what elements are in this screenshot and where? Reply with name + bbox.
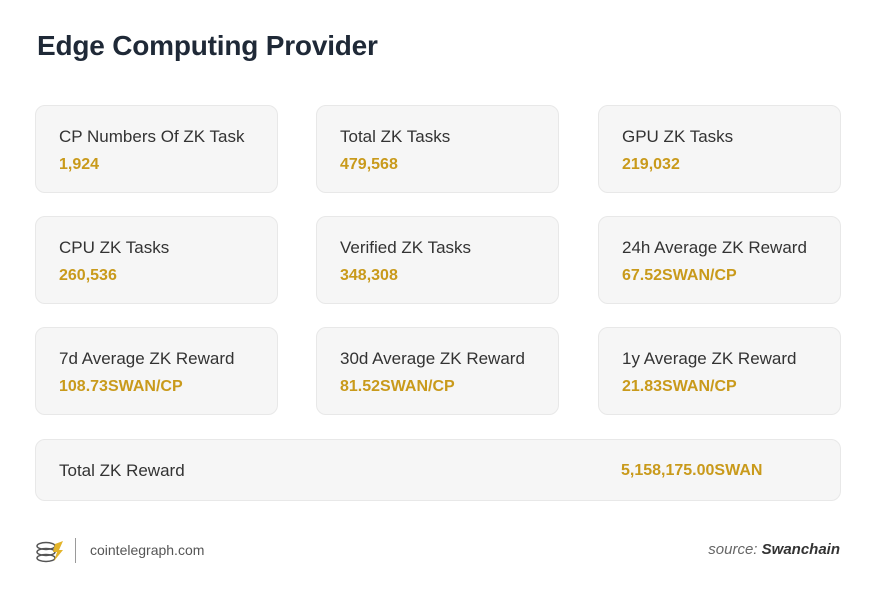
- stat-value: 348,308: [340, 267, 398, 284]
- stat-card-7d-reward: 7d Average ZK Reward 108.73SWAN/CP: [35, 327, 278, 415]
- stat-label: CPU ZK Tasks: [59, 238, 170, 257]
- stat-value: 21.83SWAN/CP: [622, 378, 737, 395]
- stat-value: 108.73SWAN/CP: [59, 378, 183, 395]
- stat-value: 81.52SWAN/CP: [340, 378, 455, 395]
- stat-value: 479,568: [340, 156, 398, 173]
- stat-label: 24h Average ZK Reward: [622, 238, 807, 257]
- total-reward-card: Total ZK Reward 5,158,175.00SWAN: [35, 439, 841, 501]
- footer-site[interactable]: cointelegraph.com: [90, 542, 205, 558]
- stat-value: 260,536: [59, 267, 117, 284]
- stat-card-24h-reward: 24h Average ZK Reward 67.52SWAN/CP: [598, 216, 841, 304]
- total-reward-label: Total ZK Reward: [59, 461, 185, 480]
- source-prefix: source:: [708, 541, 758, 558]
- stat-card-total-zk-tasks: Total ZK Tasks 479,568: [316, 105, 559, 193]
- footer-source: source: Swanchain: [708, 541, 840, 558]
- stat-value: 67.52SWAN/CP: [622, 267, 737, 284]
- total-reward-value: 5,158,175.00SWAN: [621, 462, 763, 479]
- stat-label: GPU ZK Tasks: [622, 127, 734, 146]
- cointelegraph-coins-icon: [35, 538, 65, 564]
- stat-label: 7d Average ZK Reward: [59, 349, 235, 368]
- stat-card-cp-numbers: CP Numbers Of ZK Task 1,924: [35, 105, 278, 193]
- stat-label: 30d Average ZK Reward: [340, 349, 525, 368]
- page-title: Edge Computing Provider: [37, 30, 378, 61]
- source-name: Swanchain: [761, 541, 840, 558]
- stat-value: 1,924: [59, 156, 100, 173]
- footer-divider: [75, 538, 76, 563]
- stat-label: Total ZK Tasks: [340, 127, 451, 146]
- stat-card-verified-zk-tasks: Verified ZK Tasks 348,308: [316, 216, 559, 304]
- stat-card-cpu-zk-tasks: CPU ZK Tasks 260,536: [35, 216, 278, 304]
- stat-label: Verified ZK Tasks: [340, 238, 472, 257]
- stat-value: 219,032: [622, 156, 680, 173]
- stat-card-gpu-zk-tasks: GPU ZK Tasks 219,032: [598, 105, 841, 193]
- stat-label: CP Numbers Of ZK Task: [59, 127, 245, 146]
- stat-card-30d-reward: 30d Average ZK Reward 81.52SWAN/CP: [316, 327, 559, 415]
- stat-card-1y-reward: 1y Average ZK Reward 21.83SWAN/CP: [598, 327, 841, 415]
- stat-label: 1y Average ZK Reward: [622, 349, 797, 368]
